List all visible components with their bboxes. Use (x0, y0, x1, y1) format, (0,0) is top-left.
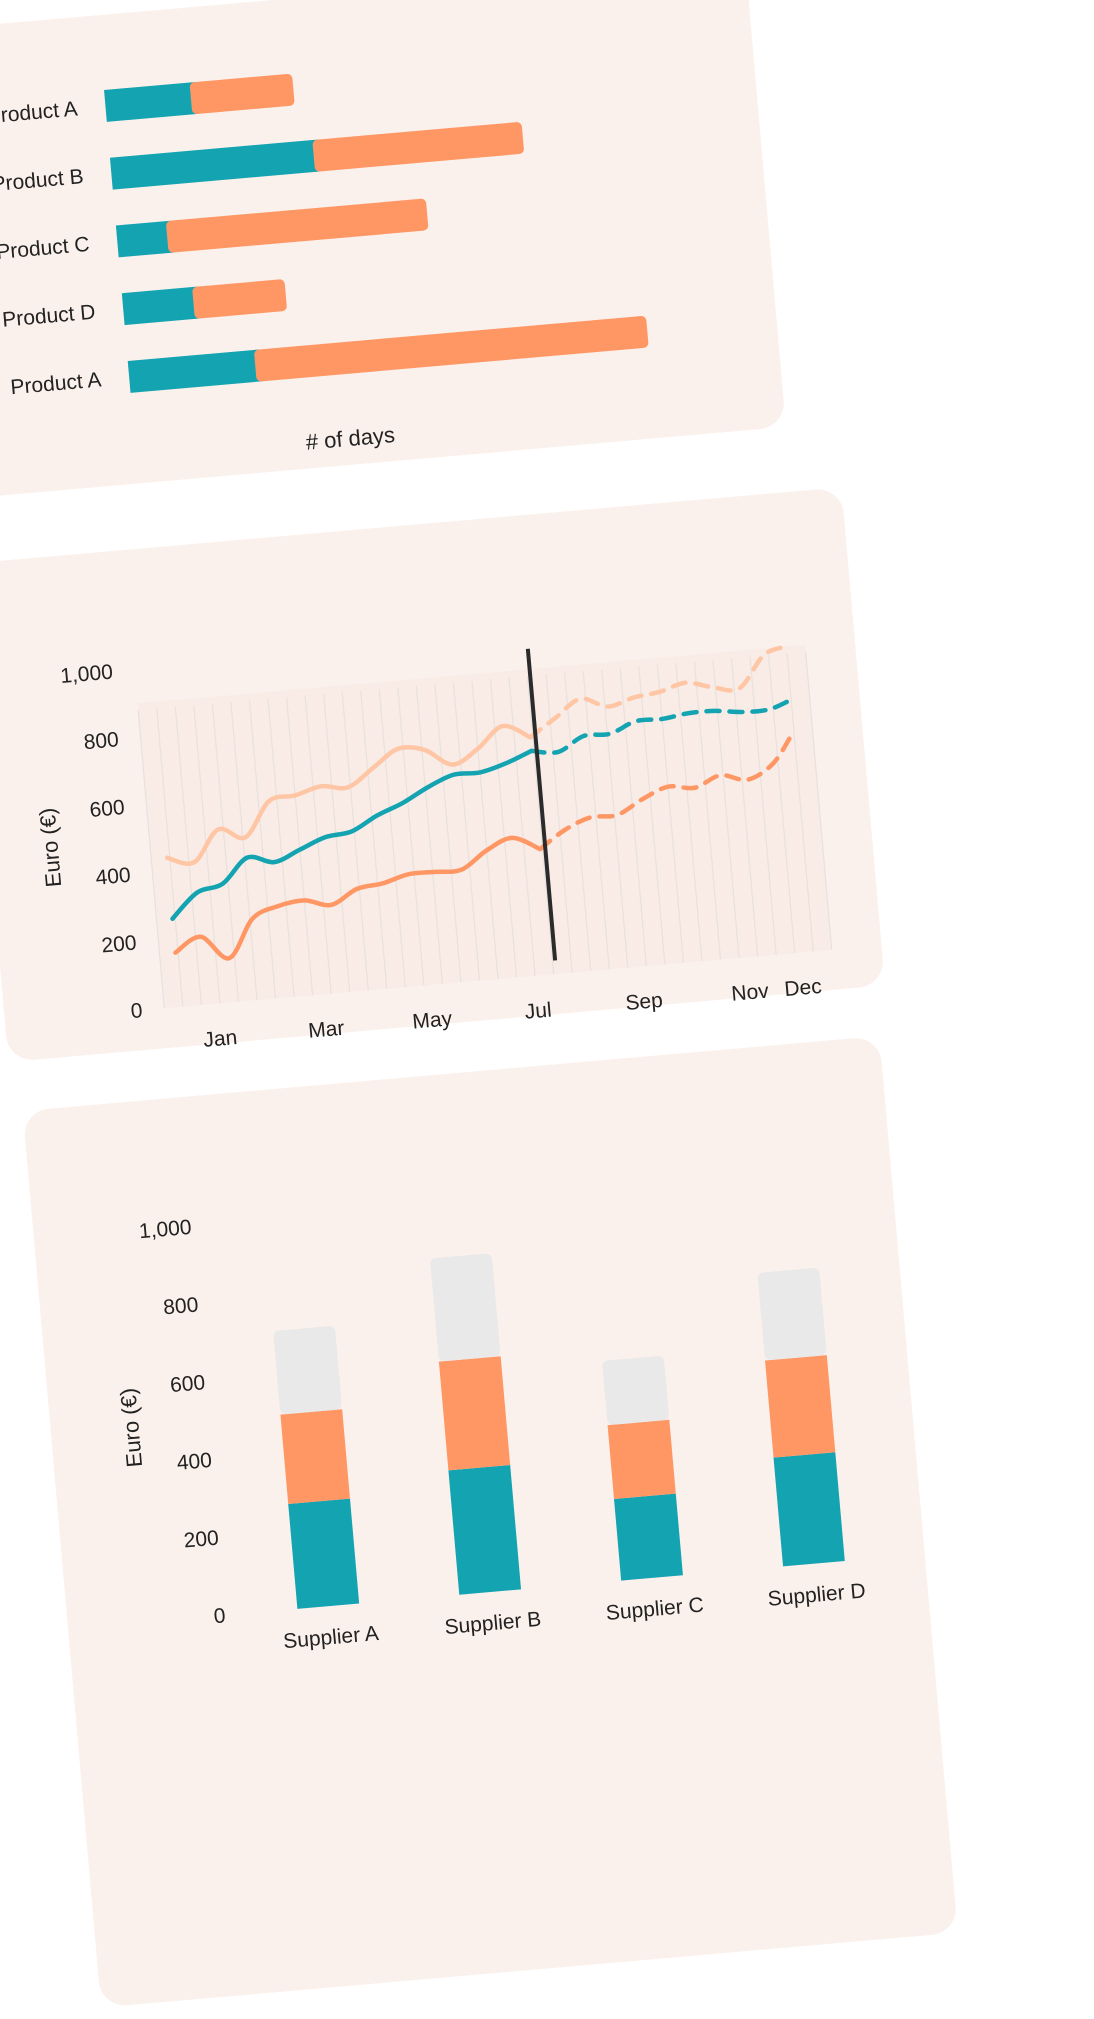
grid-line (730, 658, 759, 957)
grid-line (452, 682, 481, 981)
x-tick-label: Mar (307, 1017, 345, 1043)
card-vertical-bars: 0 200 400 600 800 1,000 Euro (€) Supplier A Supp… (22, 1036, 958, 2008)
grid-line (360, 690, 388, 989)
x-tick-label: Jul (524, 999, 553, 1024)
grid-line (322, 693, 351, 993)
stack-segment-teal (614, 1493, 683, 1581)
stack-segment-teal (448, 1465, 522, 1595)
series-forecast-lower (537, 732, 794, 852)
category-label: Product D (1, 301, 96, 332)
category-label: Product A (10, 368, 103, 399)
x-tick-label: Dec (783, 975, 822, 1001)
y-tick-label: 800 (162, 1293, 199, 1319)
grid-line (471, 680, 499, 980)
category-label: Product A (0, 97, 79, 128)
bar-segment-orange (192, 279, 287, 319)
bar-segment-teal (127, 349, 263, 393)
category-label: Supplier D (767, 1579, 867, 1610)
y-tick-label: 0 (130, 999, 144, 1023)
y-tick-label: 200 (183, 1527, 220, 1553)
x-tick-label: Nov (730, 979, 770, 1005)
y-axis-label: Euro (€) (115, 1387, 147, 1468)
grid-line (267, 698, 295, 997)
grid-line (248, 700, 277, 999)
x-axis-label: # of days (305, 422, 396, 455)
y-tick-label: 600 (169, 1371, 206, 1397)
grid-line (285, 697, 314, 996)
rotated-stage: Product A Product B Product C Product D Prod… (0, 0, 958, 2008)
grid-line (693, 661, 722, 960)
grid-line (174, 706, 203, 1006)
grid-line (656, 664, 685, 963)
vertical-bar-chart: 0 200 400 600 800 1,000 Euro (€) Supplier A Supp… (115, 1216, 867, 1653)
grid-line (415, 685, 444, 984)
bar-segment-teal (121, 286, 201, 326)
series-forecast-upper (527, 644, 787, 740)
stack-segment-orange (438, 1356, 511, 1471)
stack-segment-orange (607, 1419, 676, 1500)
grid-line (749, 656, 777, 955)
grid-line (638, 666, 666, 965)
series-line-lower (173, 835, 543, 961)
y-tick-label: 0 (213, 1604, 227, 1628)
line-forecast-chart: 0 200 400 600 800 1,000 Euro (€) Jan Mar May Jul Se… (34, 644, 833, 1052)
grid-line (675, 663, 703, 962)
grid-line (582, 671, 610, 970)
x-tick-label: Sep (625, 989, 664, 1015)
y-tick-label: 200 (101, 931, 138, 957)
grid-line (397, 687, 425, 986)
category-label: Product B (0, 165, 85, 196)
y-tick-label: 600 (89, 796, 126, 822)
grid-line (230, 702, 258, 1001)
stack-segment-orange (765, 1355, 836, 1458)
category-label: Supplier A (282, 1622, 379, 1653)
category-label: Supplier B (444, 1608, 543, 1639)
grid-line (526, 676, 555, 975)
y-tick-label: 1,000 (59, 660, 113, 687)
y-tick-label: 400 (176, 1449, 213, 1475)
bar-segment-orange (254, 316, 649, 382)
card-line-forecast: 0 200 400 600 800 1,000 Euro (€) Jan Mar May Jul Se… (0, 487, 886, 1063)
horizontal-bar-chart: Product A Product B Product C Product D Prod… (0, 73, 649, 455)
stack-segment-orange (280, 1409, 350, 1505)
grid-line (805, 651, 833, 950)
stack-segment-teal (773, 1452, 845, 1567)
grid-line (378, 689, 406, 988)
y-tick-label: 400 (95, 864, 132, 890)
bar-segment-orange (189, 73, 295, 114)
bar-segment-teal (104, 81, 199, 122)
forecast-divider (525, 648, 558, 961)
stack-segment-grey (430, 1253, 501, 1362)
grid-line (767, 654, 796, 954)
series-line-middle (170, 748, 534, 922)
grid-line (341, 692, 369, 991)
y-tick-label: 1,000 (138, 1216, 192, 1243)
grid-line (304, 695, 332, 994)
category-label: Product C (0, 233, 90, 264)
series-line-upper (164, 723, 533, 866)
stack-segment-grey (273, 1326, 342, 1415)
bar-segment-teal (115, 220, 175, 258)
series-forecast-middle (529, 698, 791, 756)
y-tick-label: 800 (83, 728, 120, 754)
stack-segment-teal (288, 1498, 360, 1609)
grid-line (786, 653, 814, 952)
category-label: Supplier C (605, 1594, 705, 1625)
x-tick-label: May (411, 1007, 453, 1033)
bar-segment-orange (166, 198, 429, 253)
y-axis-label: Euro (€) (34, 807, 66, 888)
grid-line (619, 667, 647, 967)
grid-line (193, 705, 221, 1004)
grid-line (601, 669, 629, 968)
stack-segment-grey (602, 1356, 669, 1425)
bar-segment-teal (109, 139, 322, 190)
card-horizontal-bars: Product A Product B Product C Product D Prod… (0, 0, 786, 505)
stack-segment-grey (757, 1268, 827, 1361)
grid-line (434, 684, 462, 983)
x-tick-label: Jan (202, 1026, 238, 1052)
grid-line (137, 710, 165, 1009)
bar-segment-orange (312, 122, 524, 172)
